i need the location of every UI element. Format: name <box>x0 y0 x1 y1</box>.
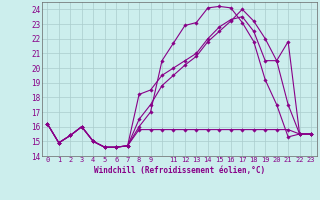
X-axis label: Windchill (Refroidissement éolien,°C): Windchill (Refroidissement éolien,°C) <box>94 166 265 175</box>
